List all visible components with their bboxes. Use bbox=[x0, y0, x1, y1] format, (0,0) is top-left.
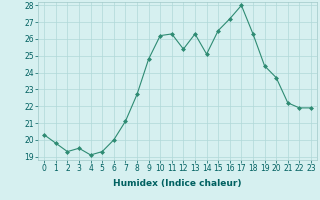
X-axis label: Humidex (Indice chaleur): Humidex (Indice chaleur) bbox=[113, 179, 242, 188]
